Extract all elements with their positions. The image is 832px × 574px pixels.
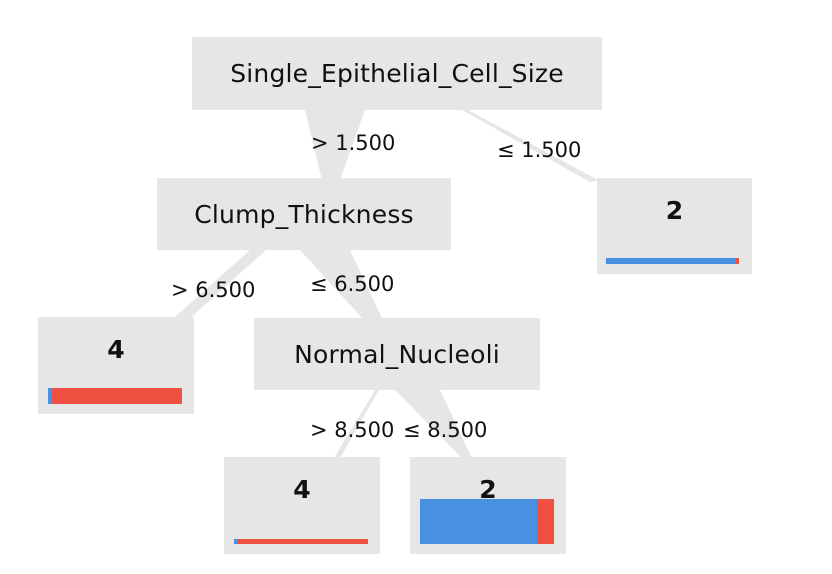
leaf-node-nucleoli-gt: 4 — [224, 457, 380, 554]
leaf-class-label: 4 — [107, 335, 125, 364]
bar-segment-class-2 — [48, 388, 53, 404]
split-node-clump-thickness: Clump_Thickness — [157, 178, 451, 250]
leaf-class-label: 2 — [665, 196, 684, 225]
bar-segment-class-4 — [52, 388, 182, 404]
bar-segment-class-4 — [536, 499, 554, 544]
bar-segment-class-2 — [606, 258, 737, 264]
branch-label-nucleoli-gt: > 8.500 — [310, 418, 395, 442]
branch-label-clump-le: ≤ 6.500 — [310, 272, 395, 296]
leaf-node-root-le: 2 — [597, 178, 752, 274]
edge-nucleoli-to-leaf-2 — [395, 390, 472, 458]
split-feature-label: Single_Epithelial_Cell_Size — [230, 59, 564, 88]
class-distribution-bar — [606, 258, 739, 264]
leaf-class-label: 2 — [479, 475, 497, 504]
class-distribution-bar — [420, 499, 554, 544]
branch-label-root-gt: > 1.500 — [311, 131, 396, 155]
class-distribution-bar — [48, 388, 182, 404]
bar-segment-class-2 — [234, 539, 239, 544]
leaf-node-nucleoli-le: 2 — [410, 457, 566, 554]
bar-segment-class-2 — [420, 499, 537, 544]
split-node-single-epithelial-cell-size: Single_Epithelial_Cell_Size — [192, 37, 602, 110]
leaf-class-label: 4 — [293, 475, 311, 504]
edge-root-to-leaf-2 — [462, 110, 598, 182]
split-node-normal-nucleoli: Normal_Nucleoli — [254, 318, 540, 390]
branch-label-clump-gt: > 6.500 — [171, 278, 256, 302]
branch-label-nucleoli-le: ≤ 8.500 — [403, 418, 488, 442]
bar-segment-class-4 — [238, 539, 368, 544]
bar-segment-class-4 — [736, 258, 739, 264]
split-feature-label: Normal_Nucleoli — [294, 339, 500, 369]
edge-clump-to-nucleoli — [300, 250, 382, 318]
split-feature-label: Clump_Thickness — [194, 199, 414, 229]
leaf-node-clump-gt: 4 — [38, 317, 194, 414]
class-distribution-bar — [234, 539, 368, 544]
edge-clump-to-leaf-4 — [174, 250, 266, 318]
edge-nucleoli-to-leaf-4 — [334, 390, 379, 458]
edge-root-to-clump — [305, 110, 365, 180]
branch-label-root-le: ≤ 1.500 — [497, 138, 582, 162]
